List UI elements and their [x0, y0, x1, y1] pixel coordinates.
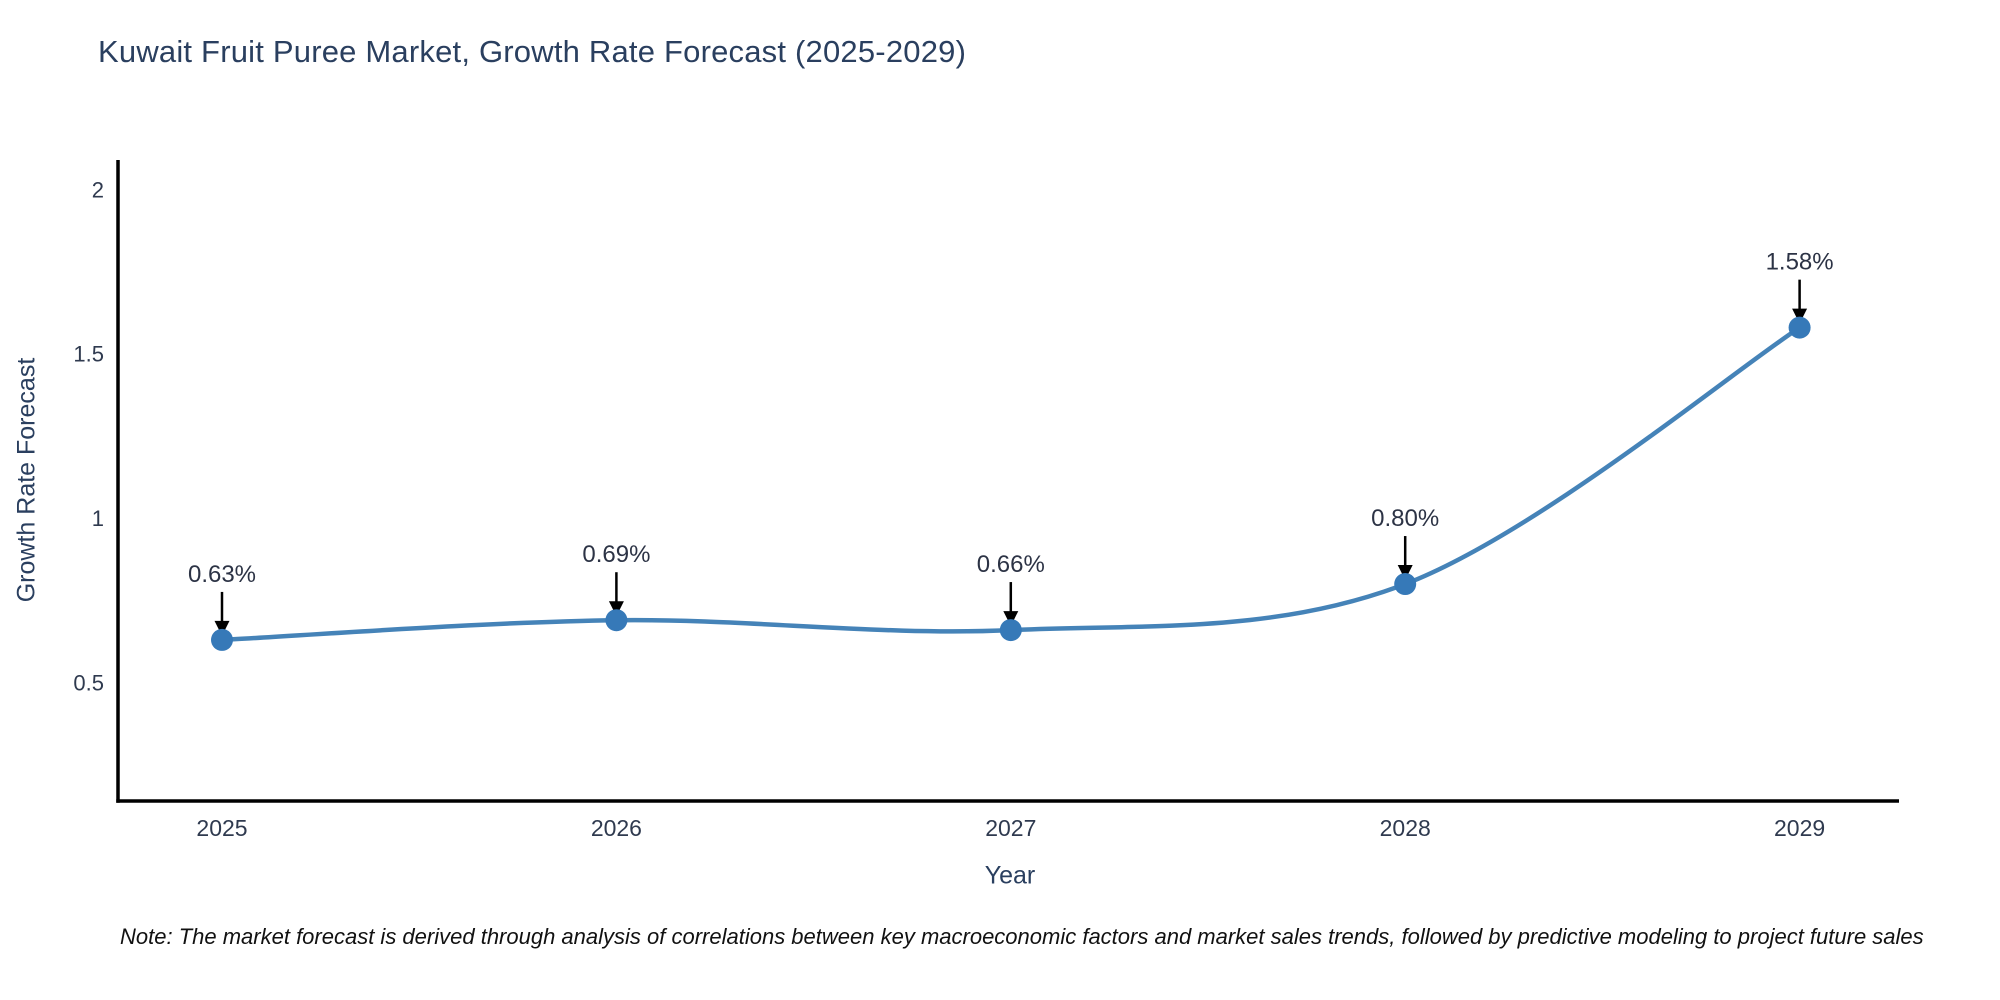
data-point-marker[interactable]	[605, 609, 628, 632]
x-axis-tick-label: 2027	[985, 815, 1036, 841]
data-point-marker[interactable]	[1394, 573, 1417, 596]
x-axis-tick-label: 2026	[591, 815, 642, 841]
annotation-arrowhead-icon	[1003, 611, 1019, 627]
data-point-label: 0.80%	[1371, 505, 1439, 532]
annotation-arrowhead-icon	[214, 620, 230, 636]
annotation-arrowhead-icon	[608, 601, 624, 617]
x-axis-tick-label: 2025	[196, 815, 247, 841]
data-point-marker[interactable]	[211, 628, 233, 651]
x-axis-title: Year	[984, 861, 1036, 890]
y-axis-tick-label: 2	[92, 177, 104, 202]
y-axis-tick-label: 1	[92, 506, 104, 531]
footnote: Note: The market forecast is derived thr…	[120, 924, 1924, 949]
data-point-label: 0.69%	[582, 541, 650, 568]
data-point-label: 0.63%	[188, 561, 256, 588]
data-point-label: 1.58%	[1766, 249, 1834, 276]
annotation-arrowhead-icon	[1792, 308, 1808, 324]
data-point-marker[interactable]	[999, 619, 1022, 642]
x-axis-tick-label: 2028	[1380, 815, 1431, 841]
data-point-marker[interactable]	[1788, 316, 1811, 339]
y-axis-tick-label: 1.5	[73, 342, 104, 367]
chart-title: Kuwait Fruit Puree Market, Growth Rate F…	[98, 34, 967, 69]
y-axis-tick-label: 0.5	[73, 670, 104, 695]
annotation-arrowhead-icon	[1397, 565, 1413, 581]
data-point-label: 0.66%	[977, 551, 1045, 578]
x-axis-tick-label: 2029	[1774, 815, 1825, 841]
